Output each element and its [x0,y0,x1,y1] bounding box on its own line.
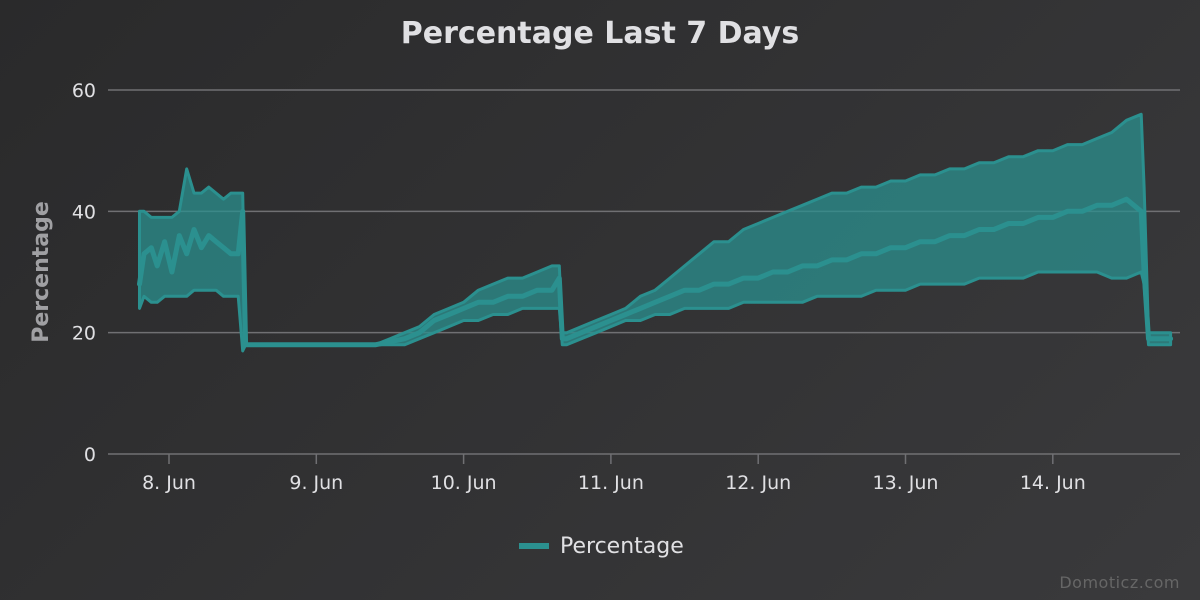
legend-label[interactable]: Percentage [560,534,684,559]
y-tick-label: 0 [84,444,96,466]
legend[interactable]: Percentage [519,534,684,559]
x-axis-ticks: 8. Jun 9. Jun 10. Jun 11. Jun 12. Jun 13. Jun… [142,454,1086,494]
y-tick-label: 40 [72,201,96,223]
y-axis-label: Percentage [29,201,54,343]
x-tick-label: 8. Jun [142,472,196,494]
y-axis-ticks: 0 20 40 60 [72,80,96,466]
x-tick-label: 14. Jun [1020,472,1086,494]
series-band [138,112,1173,353]
y-tick-label: 20 [72,323,96,345]
series-range-area [138,112,1173,353]
series-line[interactable] [137,196,1174,348]
y-tick-label: 60 [72,80,96,102]
credits-link[interactable]: Domoticz.com [1059,573,1180,592]
chart-title: Percentage Last 7 Days [400,16,800,51]
series-lines [137,196,1174,348]
x-tick-label: 11. Jun [578,472,644,494]
x-tick-label: 9. Jun [289,472,343,494]
x-tick-label: 12. Jun [725,472,791,494]
x-tick-label: 10. Jun [431,472,497,494]
x-tick-label: 13. Jun [873,472,939,494]
